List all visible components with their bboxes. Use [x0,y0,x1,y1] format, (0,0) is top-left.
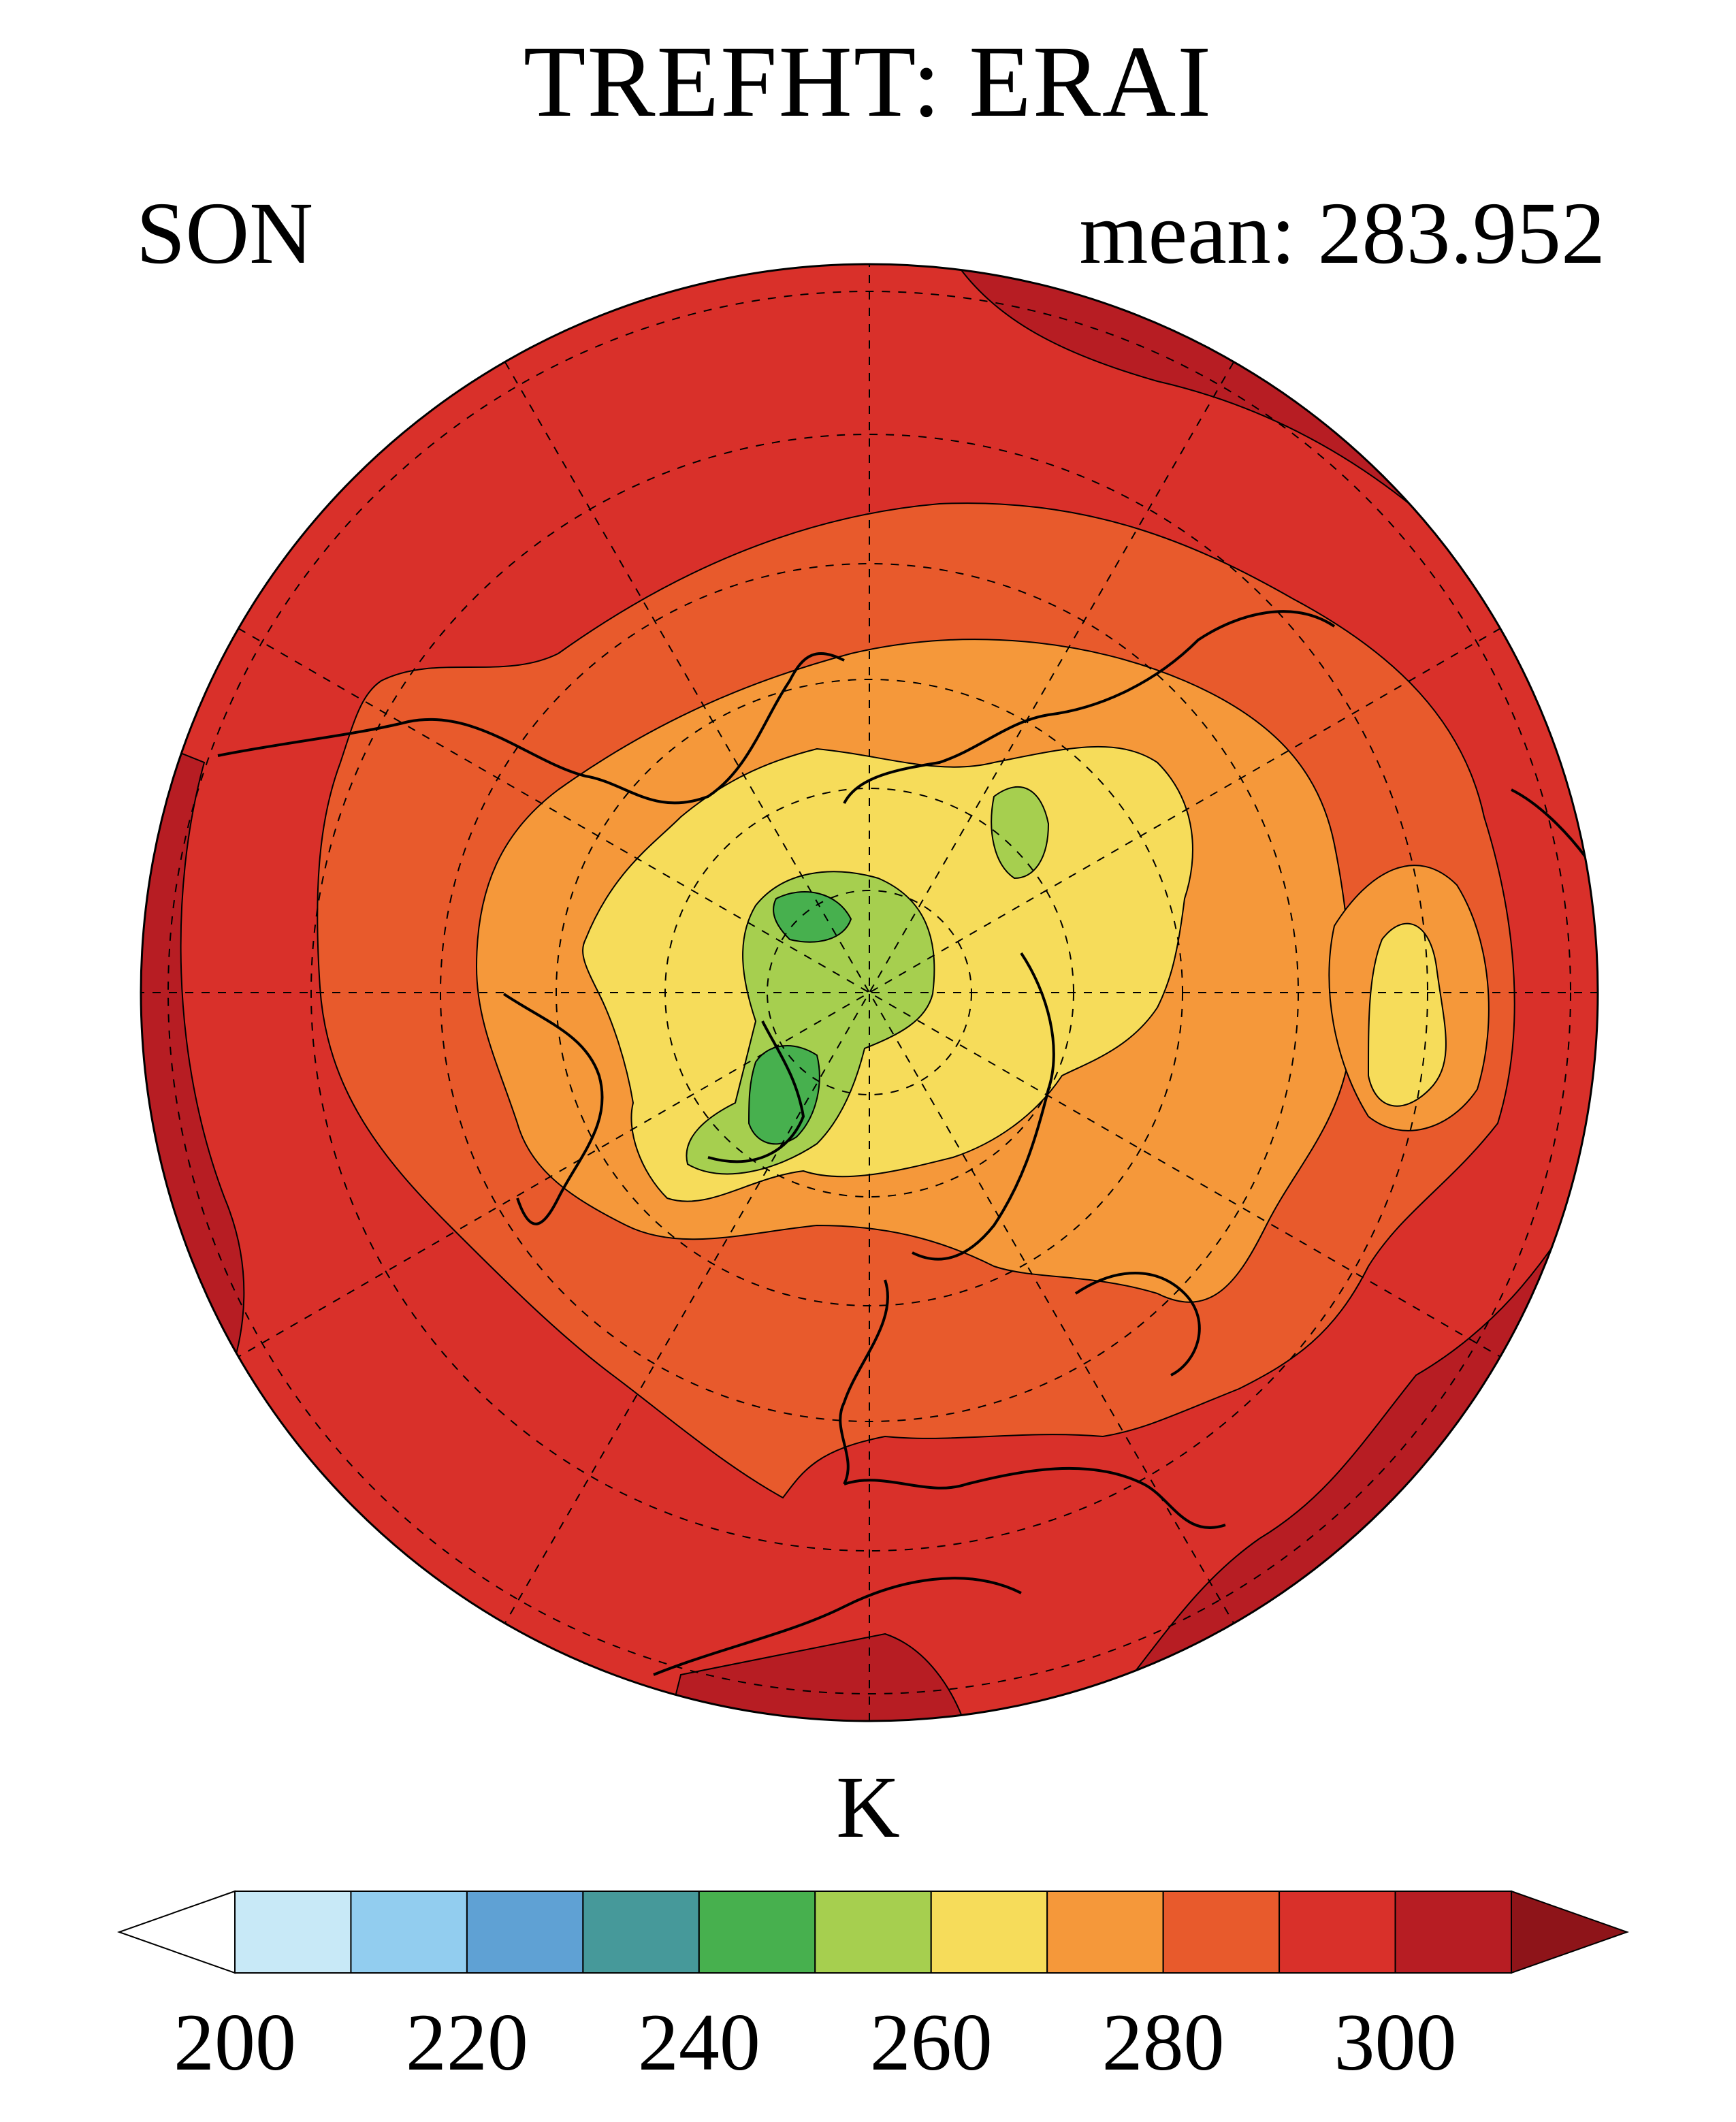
colorbar-tick-label: 240 [637,1997,760,2087]
colorbar-boxes [116,1890,1630,1974]
graticule [141,264,1598,1721]
field-patch-coldest-n [773,891,852,943]
colorbar-high-extension [1511,1890,1630,1974]
colorbar-box [698,1891,816,1974]
colorbar-box [930,1891,1048,1974]
season-label: SON [136,184,314,283]
field-band-warm-s [666,1633,968,1721]
mean-readout: mean: 283.952 [1079,182,1605,285]
colorbar-tick-label: 260 [869,1997,993,2087]
colorbar-box [1279,1891,1396,1974]
colorbar-box [1046,1891,1164,1974]
field-band-colder [686,871,935,1175]
colorbar-box [1394,1891,1512,1974]
colorbar-tick-label: 220 [405,1997,528,2087]
map-boundary [140,263,1599,1722]
colorbar-tick-label: 300 [1334,1997,1457,2087]
colorbar-box [582,1891,700,1974]
colorbar-tick-label: 280 [1102,1997,1225,2087]
colorbar-box [466,1891,584,1974]
plot-title: TREFHT: ERAI [523,25,1213,138]
colorbar-box [1162,1891,1281,1974]
mean-label: mean: [1079,184,1296,283]
colorbar-unit: K [836,1758,900,1856]
colorbar-box [814,1891,932,1974]
mean-value: 283.952 [1317,184,1606,283]
colorbar-tick-label: 200 [174,1997,296,2087]
colorbar-low-extension [116,1890,236,1974]
field-patch-colder-n [991,786,1050,880]
colorbar-box [234,1891,352,1974]
colorbar-box [350,1891,468,1974]
